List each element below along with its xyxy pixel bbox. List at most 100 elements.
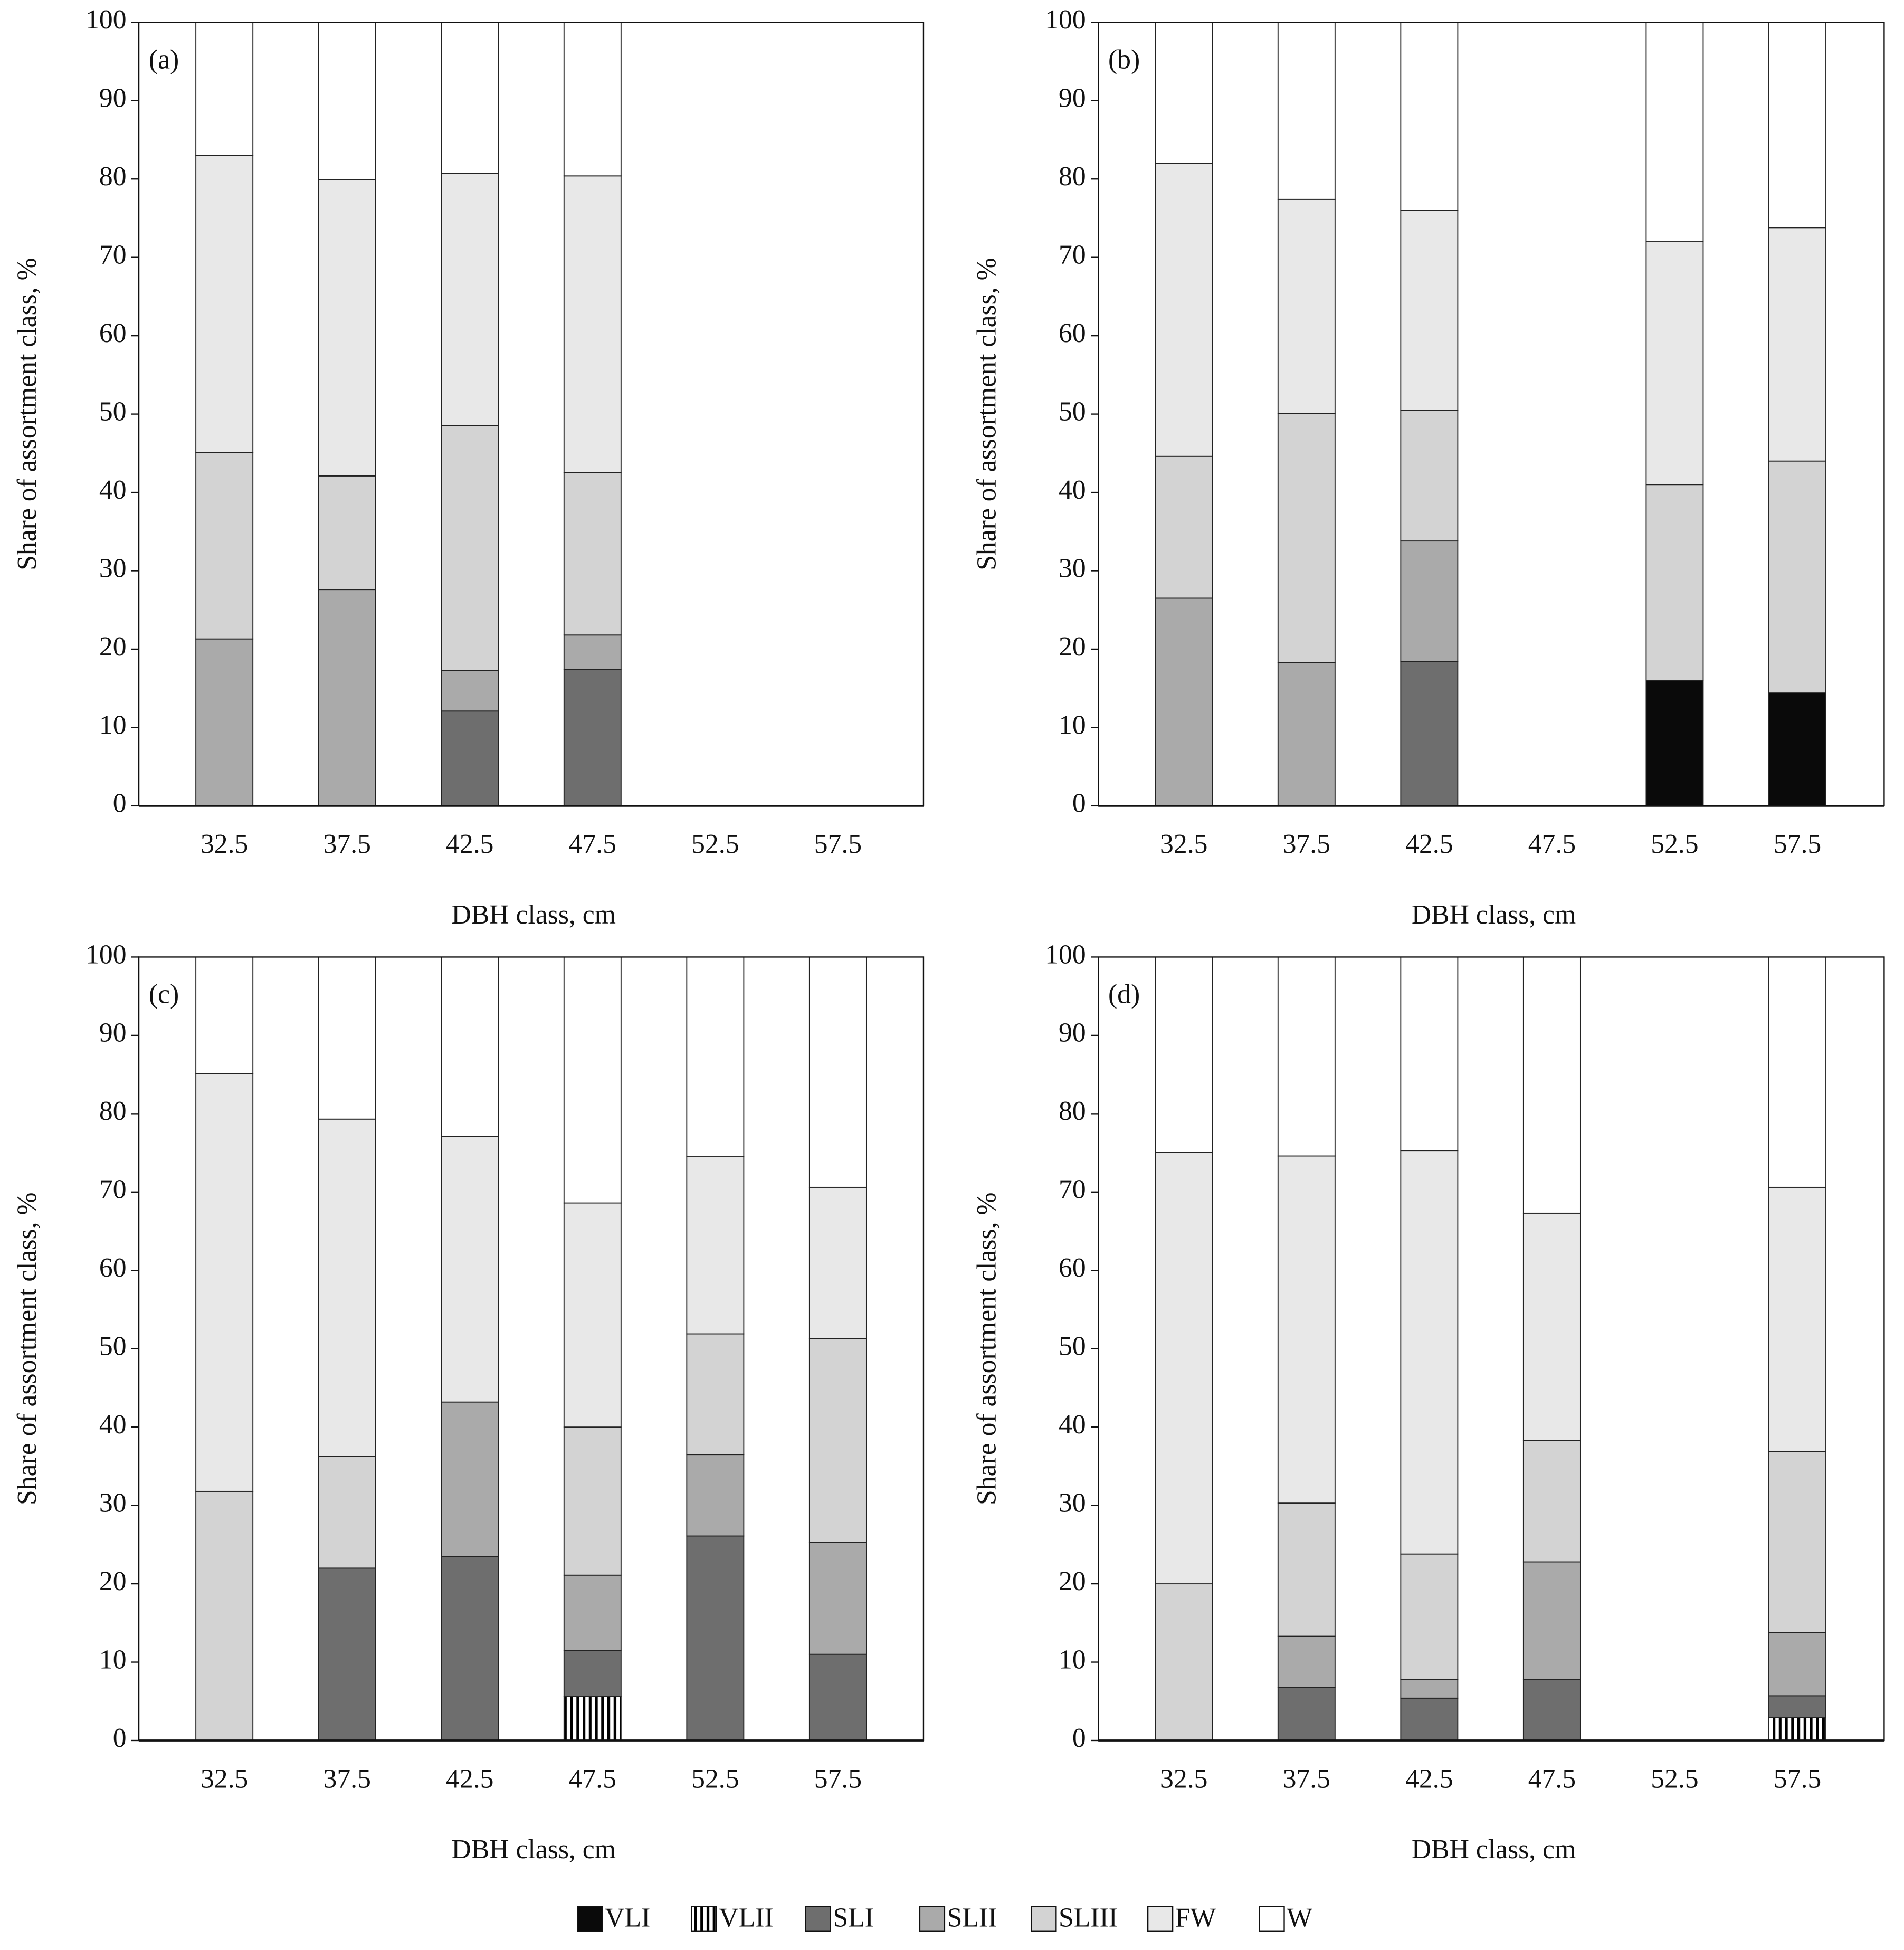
x-tick-label: 52.5 [1651,829,1698,859]
bar-segment [563,22,622,177]
x-tick-label: 42.5 [1405,1764,1453,1794]
x-tick-label: 42.5 [446,829,493,859]
bar-segment [1400,1150,1459,1555]
bar-segment [1400,410,1459,542]
x-tick-label: 52.5 [691,1764,739,1794]
bar-segment [1768,1186,1826,1452]
y-tick-label: 0 [1072,788,1086,819]
bar-segment [1522,1561,1581,1680]
bar-segment [1400,1679,1459,1699]
y-tick-label: 0 [113,788,127,819]
y-tick-label: 70 [1059,1175,1086,1205]
y-tick-label: 30 [99,553,127,583]
bar-segment [1155,1583,1213,1741]
y-axis-title: Share of assortment class, % [972,1192,1002,1505]
bar-segment [1400,956,1459,1152]
y-tick-label: 80 [99,1096,127,1126]
y-tick-label: 0 [113,1723,127,1753]
bar-segment [441,956,499,1137]
bar-segment [563,175,622,473]
y-tick-label: 100 [1045,5,1086,35]
legend-label: W [1287,1903,1312,1933]
panel-label: (b) [1108,44,1140,74]
y-tick-label: 50 [1059,396,1086,426]
y-tick-label: 70 [99,240,127,270]
y-tick-label: 100 [85,939,126,969]
x-tick-label: 32.5 [201,1764,248,1794]
y-tick-label: 40 [99,475,127,505]
bar-segment [1768,1717,1826,1741]
bar-segment [195,956,254,1074]
y-tick-label: 40 [1059,475,1086,505]
plot-frame [1098,22,1885,807]
y-tick-label: 80 [1059,161,1086,192]
bar-segment [1277,956,1336,1157]
y-tick-label: 90 [1059,1018,1086,1048]
legend-label: VLII [719,1903,773,1933]
plot-frame [138,956,925,1742]
bar-segment [808,1653,867,1741]
bar-segment [1400,661,1459,806]
bar-segment [563,1650,622,1697]
x-tick-label: 42.5 [1405,829,1453,859]
x-tick-label: 32.5 [201,829,248,859]
x-tick-label: 47.5 [1528,1764,1576,1794]
x-tick-label: 42.5 [446,1764,493,1794]
x-tick-label: 37.5 [323,1764,371,1794]
bar-segment [441,173,499,426]
bar-segment [1522,1212,1581,1441]
y-tick-label: 80 [99,161,127,192]
bar-segment [1768,1632,1826,1697]
plot-frame [138,22,925,807]
x-tick-label: 32.5 [1160,1764,1207,1794]
y-tick-label: 40 [1059,1410,1086,1440]
legend-label: SLIII [1059,1903,1118,1933]
bar-segment [1155,956,1213,1153]
bar-segment [1277,22,1336,200]
bar-segment [686,1156,745,1335]
bar-segment [1277,198,1336,414]
y-axis-title: Share of assortment class, % [12,1192,42,1505]
bar-segment [195,1490,254,1741]
bar-segment [1768,956,1826,1188]
panel-label: (a) [149,44,179,74]
x-axis-title: DBH class, cm [452,1834,616,1865]
y-tick-label: 40 [99,1410,127,1440]
x-tick-label: 37.5 [323,829,371,859]
bar-segment [563,1574,622,1651]
bar-segment [195,22,254,156]
bar-segment [563,956,622,1204]
y-tick-label: 50 [1059,1331,1086,1362]
bar-segment [1277,1502,1336,1637]
y-tick-label: 10 [1059,1644,1086,1675]
bar-segment [441,1136,499,1403]
x-tick-label: 32.5 [1160,829,1207,859]
bar-segment [195,155,254,453]
bar-segment [1155,455,1213,599]
x-tick-label: 57.5 [814,829,862,859]
y-tick-label: 20 [1059,632,1086,662]
y-tick-label: 80 [1059,1096,1086,1126]
plot-frame [1098,956,1885,1742]
bar-segment [563,1426,622,1576]
bar-segment [1645,484,1704,681]
x-tick-label: 57.5 [1774,829,1821,859]
legend-label: SLI [833,1903,874,1933]
bar-segment [1768,227,1826,462]
x-tick-label: 37.5 [1283,1764,1330,1794]
x-axis-title: DBH class, cm [1412,900,1576,930]
y-tick-label: 50 [99,1331,127,1362]
panel-label: (d) [1108,979,1140,1009]
panel-label: (c) [149,979,179,1009]
bar-segment [441,425,499,671]
bar-segment [1645,241,1704,486]
bar-segment [318,1118,376,1457]
legend-label: FW [1175,1903,1216,1933]
bar-segment [1522,1440,1581,1563]
bar-segment [1768,22,1826,229]
bar-segment [686,1454,745,1537]
y-tick-label: 60 [99,1253,127,1283]
bar-segment [1768,692,1826,806]
bar-segment [441,670,499,712]
